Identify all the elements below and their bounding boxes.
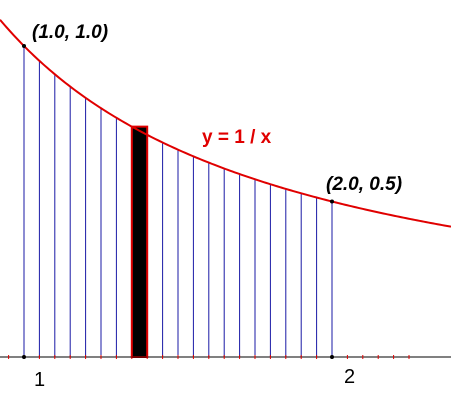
strip-lines: [23, 46, 333, 357]
start-point-label: (1.0, 1.0): [32, 22, 108, 43]
point-marker: [330, 199, 334, 204]
function-label: y = 1 / x: [202, 127, 272, 148]
point-marker: [330, 355, 334, 359]
x-tick-label-2: 2: [344, 366, 355, 388]
end-point-label: (2.0, 0.5): [326, 174, 402, 195]
point-marker: [22, 355, 26, 359]
highlighted-strip-rect: [130, 125, 149, 359]
x-tick-label-1: 1: [34, 369, 45, 391]
highlighted-strip: [130, 125, 149, 359]
curve-y-1-over-x: [0, 19, 451, 228]
x-axis: [0, 355, 451, 359]
endpoint-markers: [22, 44, 334, 359]
point-marker: [22, 44, 26, 48]
